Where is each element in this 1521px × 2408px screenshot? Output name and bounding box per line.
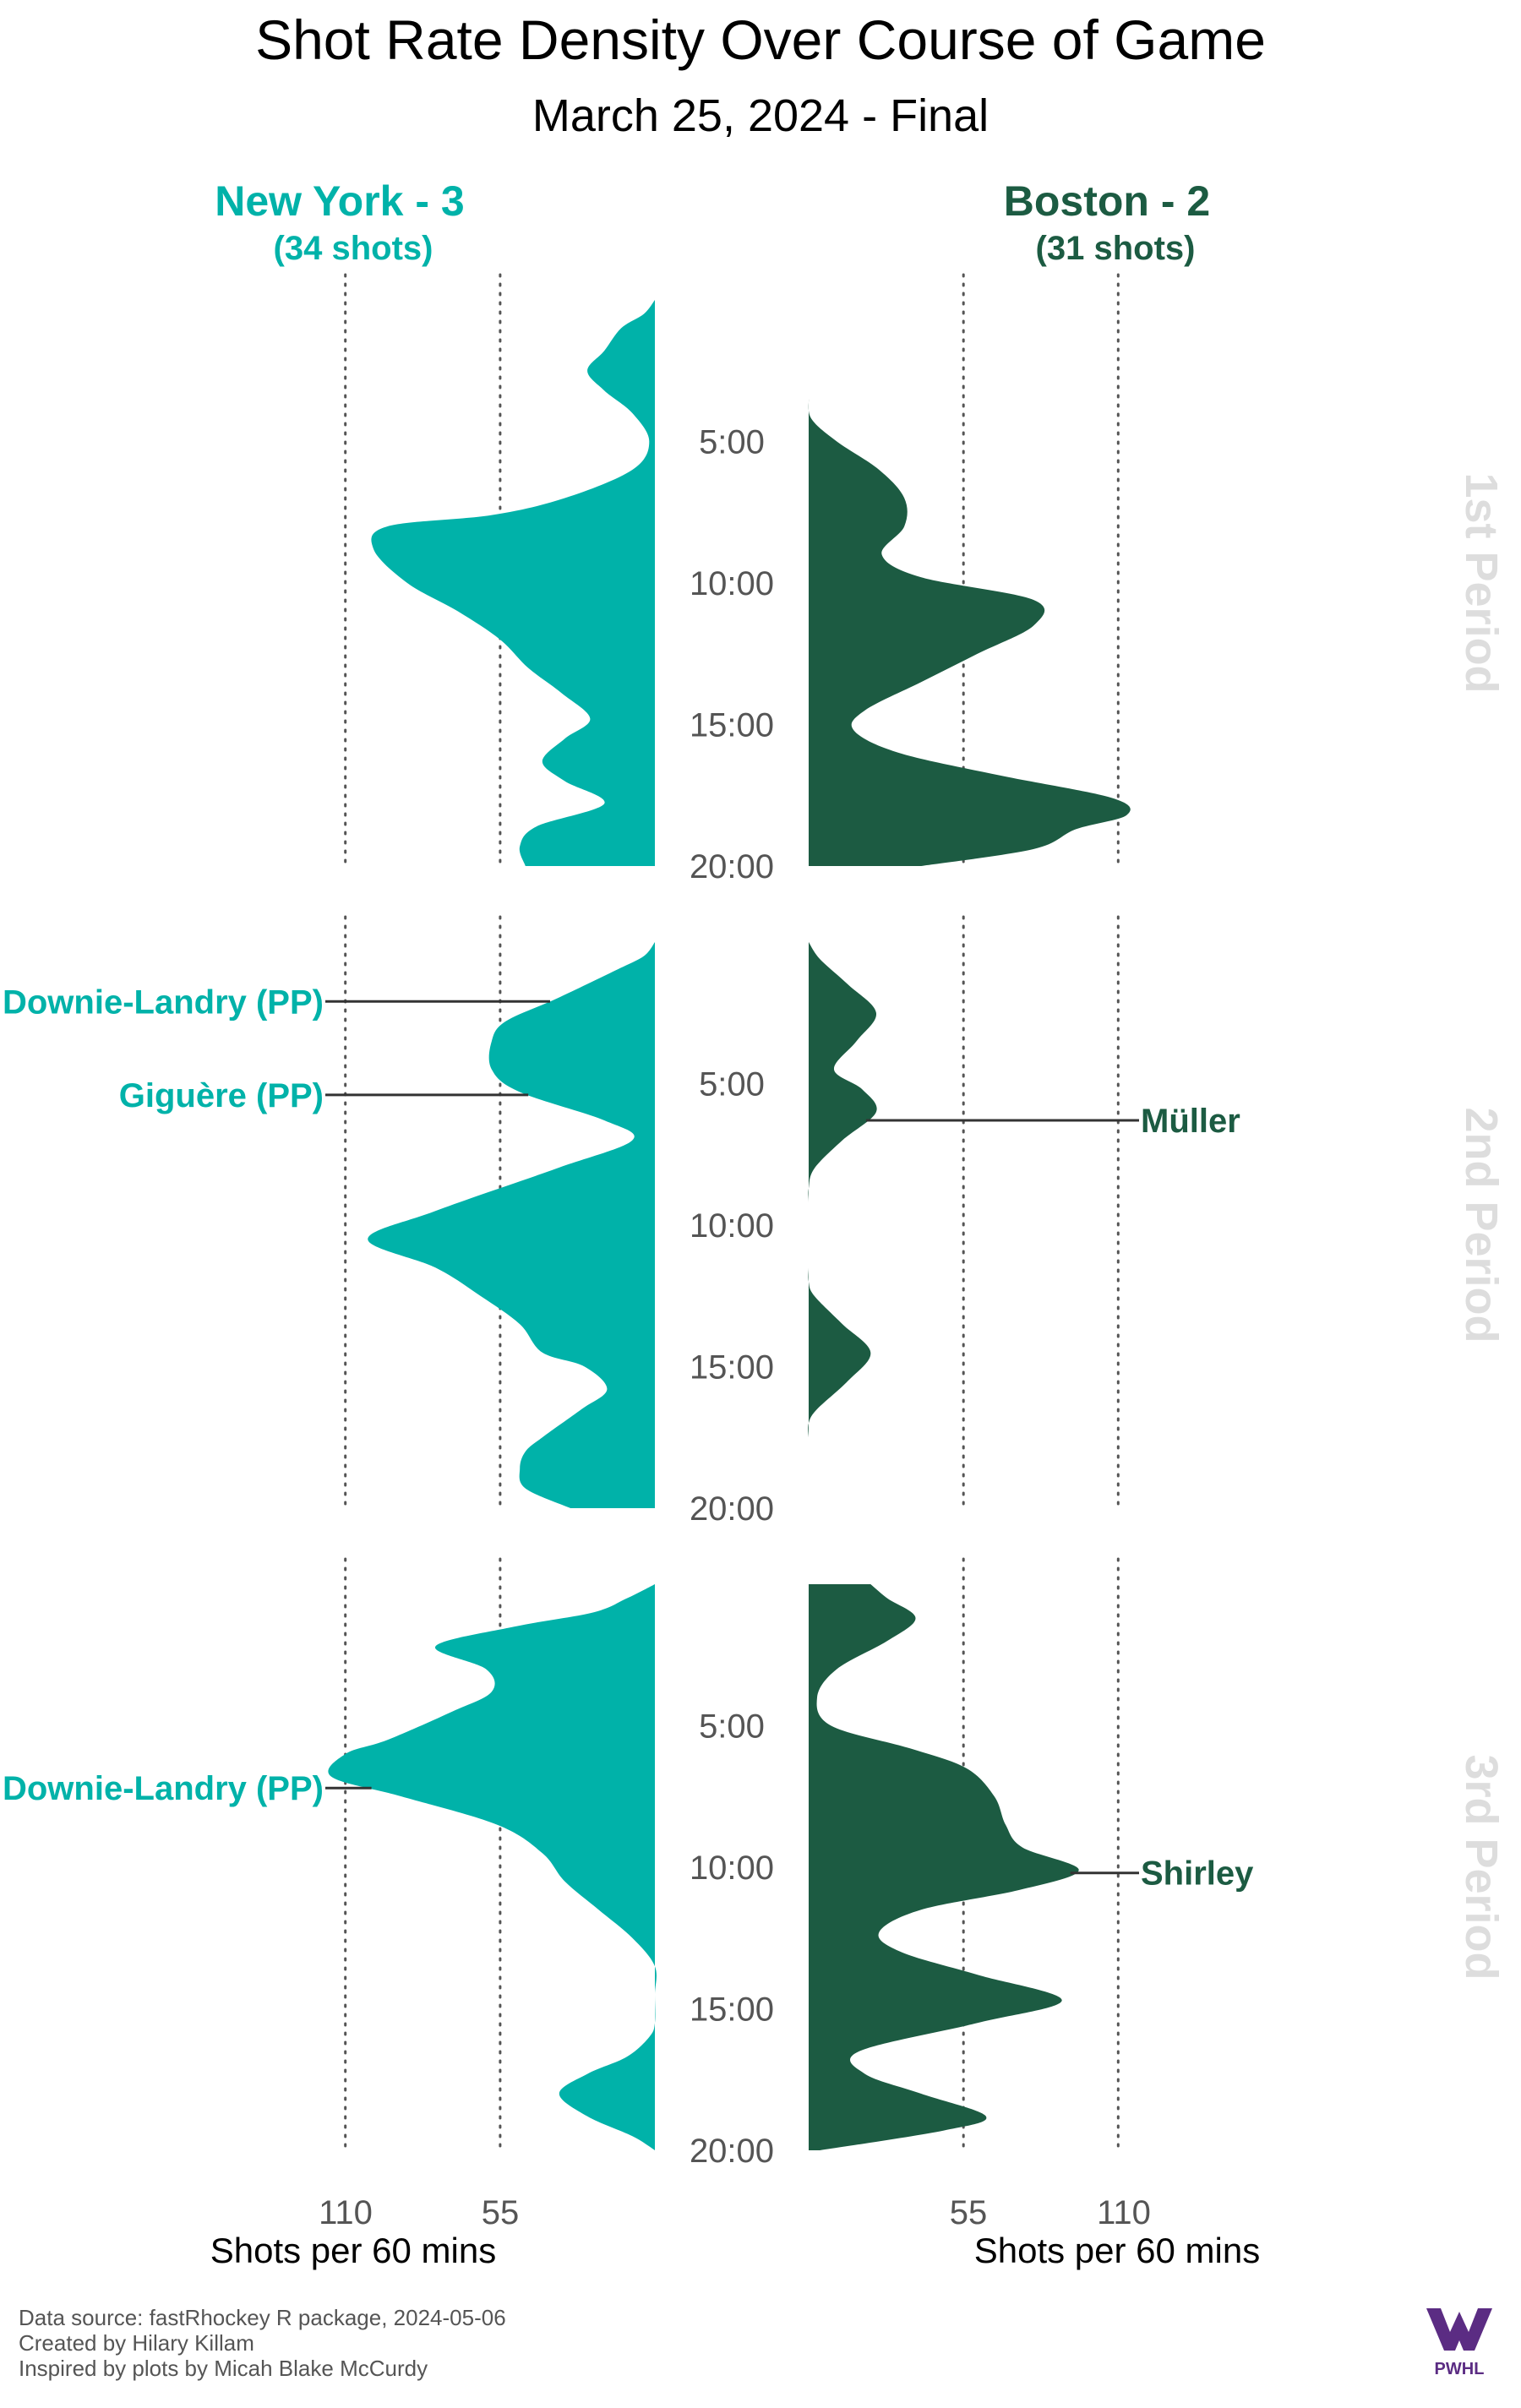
x-axis-label-bos: Shots per 60 mins xyxy=(974,2231,1261,2270)
y-tick-p3-500: 5:00 xyxy=(699,1708,765,1746)
y-tick-p1-2000: 20:00 xyxy=(690,848,774,885)
y-tick-p2-2000: 20:00 xyxy=(690,1490,774,1528)
density-area-bos-p1 xyxy=(808,399,1131,866)
y-tick-p1-500: 5:00 xyxy=(699,424,765,461)
x-tick-bos-55: 55 xyxy=(950,2194,988,2231)
x-tick-ny-55: 55 xyxy=(482,2194,520,2231)
team-shots-new-york: (34 shots) xyxy=(274,230,433,267)
goal-label-ny-2: Giguère (PP) xyxy=(119,1077,324,1114)
pwhl-logo-mark xyxy=(1426,2308,1492,2351)
footer-line-1: Data source: fastRhockey R package, 2024… xyxy=(19,2305,506,2330)
y-tick-p2-1500: 15:00 xyxy=(690,1349,774,1387)
goal-label-ny-1: Downie-Landry (PP) xyxy=(3,983,324,1021)
footer-line-2: Created by Hilary Killam xyxy=(19,2330,254,2356)
period-label-3: 3rd Period xyxy=(1456,1754,1507,1980)
y-tick-p3-1000: 10:00 xyxy=(690,1850,774,1887)
pwhl-logo-text: PWHL xyxy=(1435,2360,1485,2378)
footer-line-3: Inspired by plots by Micah Blake McCurdy xyxy=(19,2356,428,2381)
period-panels: 5:00 10:00 15:00 20:00 5:00 10:00 15:00 20:00 5:… xyxy=(3,273,1507,2170)
pwhl-logo: PWHL xyxy=(1426,2308,1492,2378)
y-tick-p2-1000: 10:00 xyxy=(690,1207,774,1245)
y-tick-p1-1000: 10:00 xyxy=(690,565,774,602)
period-label-1: 1st Period xyxy=(1456,472,1507,693)
goal-label-bos-1: Müller xyxy=(1141,1103,1240,1140)
chart-subtitle: March 25, 2024 - Final xyxy=(532,90,989,141)
period-label-2: 2nd Period xyxy=(1456,1107,1507,1343)
y-tick-p3-2000: 20:00 xyxy=(690,2133,774,2170)
team-name-new-york: New York - 3 xyxy=(215,177,464,225)
chart-title: Shot Rate Density Over Course of Game xyxy=(255,8,1266,71)
x-tick-bos-110: 110 xyxy=(1097,2194,1151,2231)
y-tick-p3-1500: 15:00 xyxy=(690,1991,774,2029)
team-name-boston: Boston - 2 xyxy=(1004,177,1210,225)
goal-label-ny-3: Downie-Landry (PP) xyxy=(3,1770,324,1807)
x-axis-label-ny: Shots per 60 mins xyxy=(210,2231,497,2270)
density-area-ny-p1 xyxy=(371,300,655,866)
x-tick-ny-110: 110 xyxy=(319,2194,373,2231)
y-tick-p2-500: 5:00 xyxy=(699,1066,765,1103)
team-shots-boston: (31 shots) xyxy=(1036,230,1196,267)
density-area-ny-p3 xyxy=(328,1584,657,2150)
y-tick-p1-1500: 15:00 xyxy=(690,707,774,744)
density-area-ny-p2 xyxy=(368,942,655,1508)
goal-label-bos-2: Shirley xyxy=(1141,1855,1254,1893)
density-area-bos-p2 xyxy=(808,942,877,1438)
density-area-bos-p3 xyxy=(809,1584,1079,2150)
